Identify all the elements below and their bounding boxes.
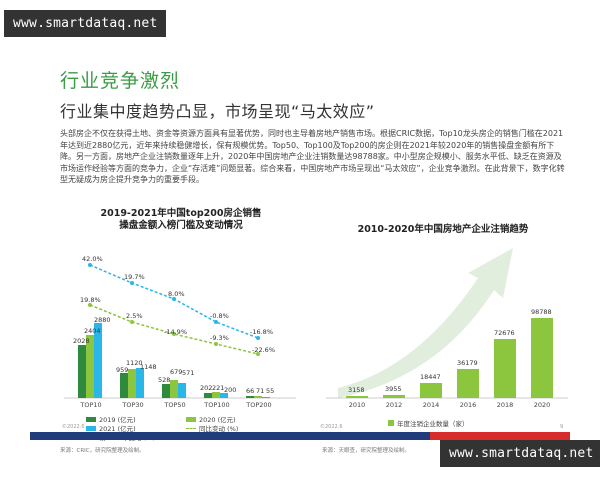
watermark-bottom: www.smartdataq.net (440, 440, 600, 467)
x-tick: TOP200 (246, 401, 272, 409)
chart-left-plot (64, 263, 296, 399)
x-tick: TOP30 (122, 401, 144, 409)
footer-text-left: ©2022.6 (62, 424, 85, 430)
label-line-top200: -16.8% (250, 328, 273, 336)
bar-label: 1120 (126, 359, 143, 367)
bar-label: 202 (200, 384, 213, 392)
bar-label: 1148 (140, 363, 157, 371)
x-tick: TOP10 (80, 401, 102, 409)
bar-label: 2880 (94, 316, 111, 324)
page-number: 9 (560, 424, 564, 430)
legend-yoy: 同比变动 (%) (186, 423, 238, 433)
x-tick: 2012 (385, 401, 403, 409)
chart-right-plot (326, 248, 568, 399)
label-line-top50: 8.0% (168, 290, 185, 298)
x-tick: 2014 (422, 401, 440, 409)
label-line-top100: -0.8% (210, 312, 229, 320)
watermark-top: www.smartdataq.net (4, 10, 167, 37)
bar-label: 71 (256, 387, 265, 395)
chart-title-right: 2010-2020年中国房地产企业注销趋势 (357, 224, 529, 235)
bar-label: 679 (170, 368, 183, 376)
slide-title: 行业竞争激烈 (60, 70, 181, 92)
footer-bar-red (430, 432, 570, 440)
bar-label: 200 (224, 386, 237, 394)
legend-2021: 2021 (亿元) (86, 423, 136, 433)
x-tick: 2018 (496, 401, 514, 409)
label-line2-top10: 19.8% (80, 296, 101, 304)
bar-label: 221 (212, 384, 225, 392)
x-tick: TOP100 (204, 401, 230, 409)
bar-label: 36179 (457, 359, 478, 367)
bar-label: 2404 (84, 327, 101, 335)
x-tick: TOP50 (164, 401, 186, 409)
footer-bar-blue (30, 432, 430, 440)
x-tick: 2020 (533, 401, 551, 409)
chart-right-source: 来源：天眼查，研究院整理及绘制。 (322, 448, 411, 454)
bar-label: 571 (182, 369, 195, 377)
label-line2-top200: -22.6% (252, 346, 275, 354)
chart-left-source: 来源：CRIC，研究院整理及绘制。 (60, 448, 145, 454)
footer-text-right: ©2022.6 (320, 424, 343, 430)
chart-top200-threshold: 2019-2021年中国top200房企销售操盘金额入榜门槛及变动情况 (56, 208, 311, 454)
bar-label: 18447 (420, 373, 441, 381)
slide: 行业竞争激烈 行业集中度趋势凸显，市场呈现“马太效应” 头部房企不仅在获得土地、… (56, 58, 576, 454)
slide-paragraph: 头部房企不仅在获得土地、资金等资源方面具有显著优势，同时也主导着房地产销售市场。… (60, 129, 565, 185)
chart-deregistration-trend: 2010-2020年中国房地产企业注销趋势 3158 3955 18447 36… (318, 208, 576, 454)
bar-label: 98788 (531, 308, 552, 316)
label-line2-top50: -14.9% (164, 328, 187, 336)
bar-label: 72676 (494, 329, 515, 337)
bar-label: 3158 (348, 386, 365, 394)
label-line-top10: 42.0% (82, 255, 103, 263)
label-line-top30: 19.7% (124, 273, 145, 281)
bar-label: 3955 (385, 385, 402, 393)
bar-label: 959 (116, 366, 129, 374)
slide-subtitle: 行业集中度趋势凸显，市场呈现“马太效应” (60, 102, 375, 121)
bar-label: 66 (246, 387, 255, 395)
x-tick: 2010 (348, 401, 366, 409)
legend-2020: 2020 (亿元) (186, 414, 236, 424)
bar-label: 2028 (73, 337, 90, 345)
bar-label: 55 (266, 387, 275, 395)
label-line2-top100: -9.3% (210, 334, 229, 342)
legend-deregistration: 年度注销企业数量（家） (388, 418, 469, 428)
legend-2019: 2019 (亿元) (86, 414, 136, 424)
label-line2-top30: 2.5% (126, 312, 143, 320)
x-tick: 2016 (459, 401, 477, 409)
chart-title-left: 2019-2021年中国top200房企销售操盘金额入榜门槛及变动情况 (100, 208, 262, 231)
bar-label: 528 (158, 376, 171, 384)
